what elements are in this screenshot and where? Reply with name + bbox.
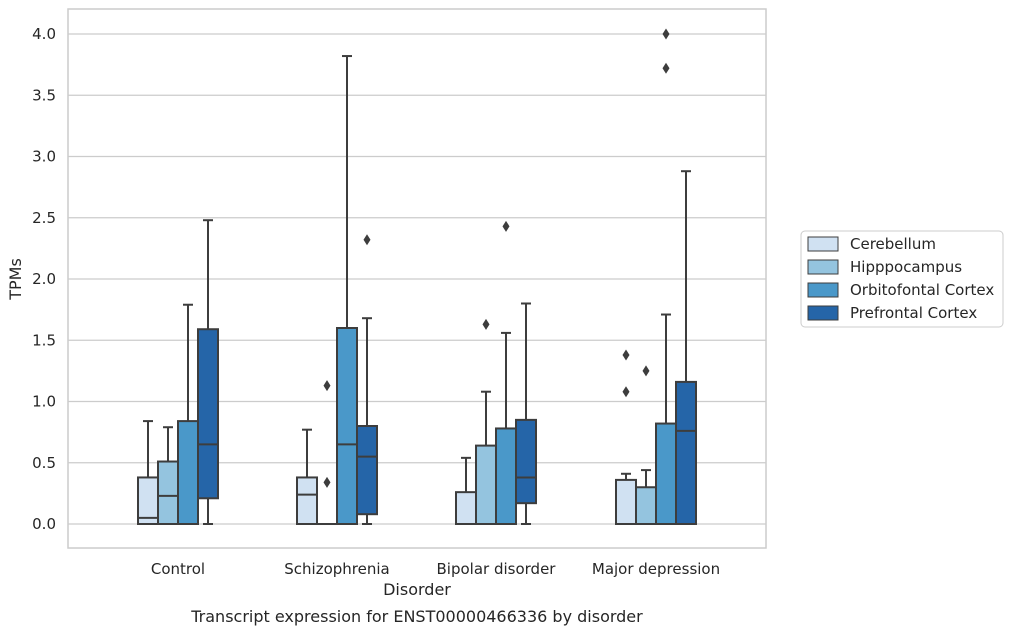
legend-entry-label: Cerebellum bbox=[850, 235, 936, 253]
y-tick-label: 3.0 bbox=[32, 148, 56, 166]
y-axis-label: TPMs bbox=[6, 258, 25, 301]
chart-caption: Transcript expression for ENST0000046633… bbox=[190, 607, 643, 626]
box-body bbox=[336, 327, 358, 525]
outlier-point bbox=[323, 380, 331, 392]
box-body bbox=[615, 478, 637, 525]
x-tick-label: Bipolar disorder bbox=[437, 560, 557, 578]
legend-swatch bbox=[807, 259, 839, 275]
y-tick-label: 0.5 bbox=[32, 454, 56, 472]
box-body bbox=[655, 422, 677, 525]
box-body bbox=[356, 425, 378, 516]
box-body bbox=[157, 460, 179, 525]
outlier-point bbox=[662, 28, 670, 40]
plot-frame bbox=[67, 8, 767, 549]
box-groups bbox=[137, 28, 697, 526]
y-tick-label: 1.0 bbox=[32, 393, 56, 411]
box-prefrontal-cortex-3 bbox=[675, 170, 697, 525]
box-cerebellum-1 bbox=[296, 428, 318, 526]
outlier-point bbox=[363, 234, 371, 246]
x-tick-label: Major depression bbox=[592, 560, 720, 578]
legend-frame bbox=[800, 230, 1004, 328]
box-body bbox=[197, 328, 219, 500]
box-body bbox=[455, 491, 477, 525]
box-prefrontal-cortex-2 bbox=[515, 302, 537, 525]
y-tick-label: 1.5 bbox=[32, 331, 56, 349]
y-tick-labels: 0.0 0.5 1.0 1.5 2.0 2.5 3.0 3.5 4.0 bbox=[32, 25, 56, 533]
box-body bbox=[177, 420, 199, 526]
box-hipppocampus-2 bbox=[475, 318, 497, 526]
box-body bbox=[675, 380, 697, 525]
box-cerebellum-3 bbox=[615, 349, 637, 525]
legend: Cerebellum Hipppocampus Orbitofontal Corte… bbox=[800, 230, 1004, 328]
x-tick-label: Schizophrenia bbox=[284, 560, 389, 578]
box-hipppocampus-0 bbox=[157, 426, 179, 525]
x-tick-labels: Control Schizophrenia Bipolar disorder Majo… bbox=[151, 560, 720, 578]
legend-swatch bbox=[807, 282, 839, 298]
legend-swatch bbox=[807, 305, 839, 321]
box-prefrontal-cortex-1 bbox=[356, 234, 378, 525]
box-body bbox=[475, 444, 497, 526]
outlier-point bbox=[642, 365, 650, 377]
x-axis-label: Disorder bbox=[383, 580, 451, 599]
outlier-point bbox=[622, 386, 630, 398]
outlier-point bbox=[482, 318, 490, 330]
legend-entry-label: Prefrontal Cortex bbox=[850, 304, 977, 322]
box-prefrontal-cortex-0 bbox=[197, 219, 219, 525]
box-body bbox=[515, 418, 537, 505]
legend-entry-label: Hipppocampus bbox=[850, 258, 962, 276]
box-orbitofontal-cortex-2 bbox=[495, 220, 517, 526]
outlier-point bbox=[323, 476, 331, 488]
box-body bbox=[635, 486, 657, 525]
box-body bbox=[495, 427, 517, 526]
outlier-point bbox=[662, 62, 670, 74]
outlier-point bbox=[622, 349, 630, 361]
box-orbitofontal-cortex-1 bbox=[336, 55, 358, 525]
box-cerebellum-0 bbox=[137, 420, 159, 526]
y-tick-label: 2.5 bbox=[32, 209, 56, 227]
x-tick-label: Control bbox=[151, 560, 205, 578]
box-cerebellum-2 bbox=[455, 456, 477, 525]
legend-swatch bbox=[807, 236, 839, 252]
legend-entry-label: Orbitofontal Cortex bbox=[850, 281, 994, 299]
box-hipppocampus-3 bbox=[635, 365, 657, 525]
y-tick-label: 2.0 bbox=[32, 270, 56, 288]
box-orbitofontal-cortex-3 bbox=[655, 28, 677, 525]
y-tick-label: 4.0 bbox=[32, 25, 56, 43]
box-body bbox=[296, 476, 318, 526]
box-orbitofontal-cortex-0 bbox=[177, 303, 199, 526]
y-tick-label: 3.5 bbox=[32, 86, 56, 104]
y-tick-label: 0.0 bbox=[32, 515, 56, 533]
outlier-point bbox=[502, 220, 510, 232]
